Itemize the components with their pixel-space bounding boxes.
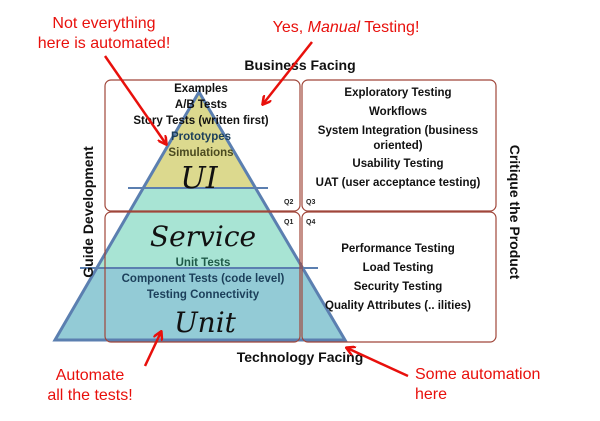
- q2-item: Prototypes: [171, 131, 231, 143]
- annotation-automate-line1: Automate: [56, 367, 125, 384]
- annotation-not-automated-line2: here is automated!: [38, 35, 171, 52]
- q2-item: Story Tests (written first): [133, 115, 268, 127]
- q3-label: Q3: [306, 199, 315, 206]
- pyramid-ui-label: UI: [180, 161, 218, 196]
- arrow-automate-all: [143, 332, 161, 367]
- axis-technology-facing: Technology Facing: [237, 349, 364, 365]
- annotation-automate-line2: all the tests!: [47, 387, 132, 404]
- q3-item: Exploratory Testing: [344, 87, 451, 99]
- quadrant-q3: [301, 79, 497, 212]
- q1-item: Testing Connectivity: [147, 289, 260, 301]
- annotation-manual-prefix: Yes,: [273, 19, 308, 36]
- q4-item: Quality Attributes (.. ilities): [325, 300, 471, 312]
- axis-business-facing: Business Facing: [244, 57, 355, 73]
- annotation-some-automation-line1: Some automation: [415, 366, 540, 383]
- pyramid-service-label: Service: [150, 220, 256, 253]
- annotation-not-automated-line1: Not everything: [52, 15, 155, 32]
- pyramid-unit-label: Unit: [174, 306, 237, 339]
- q4-item: Security Testing: [354, 281, 443, 293]
- arrow-not-automated: [103, 55, 166, 144]
- q1-item: Component Tests (code level): [122, 273, 285, 285]
- q3-item: Usability Testing: [352, 158, 443, 170]
- q2-item: Examples: [174, 83, 228, 95]
- quadrant-q4: [301, 211, 497, 343]
- q3-item: oriented): [373, 140, 422, 152]
- q3-item: UAT (user acceptance testing): [316, 177, 481, 189]
- annotation-some-automation-line2: here: [415, 386, 447, 403]
- pyramid-unit-layer: [55, 268, 345, 340]
- q1-label: Q1: [284, 219, 293, 226]
- q4-item: Performance Testing: [341, 243, 455, 255]
- annotation-manual-testing: Yes, Manual Testing!: [273, 19, 420, 36]
- arrow-some-automation: [347, 348, 409, 378]
- q1-item: Unit Tests: [176, 257, 231, 269]
- pyramid-outline: [52, 89, 348, 342]
- arrow-manual-testing: [263, 41, 313, 104]
- q4-item: Load Testing: [363, 262, 434, 274]
- axis-guide-development: Guide Development: [80, 146, 96, 278]
- q2-item: Simulations: [168, 147, 233, 159]
- annotation-manual-suffix: Testing!: [360, 19, 419, 36]
- q2-item: A/B Tests: [175, 99, 227, 111]
- annotation-manual-emphasis: Manual: [308, 19, 361, 36]
- q2-label: Q2: [284, 199, 293, 206]
- q4-label: Q4: [306, 219, 315, 226]
- quadrant-q1: [104, 211, 301, 343]
- axis-critique-product: Critique the Product: [507, 145, 523, 280]
- q3-item: System Integration (business: [318, 125, 478, 137]
- q3-item: Workflows: [369, 106, 427, 118]
- quadrant-q2: [104, 79, 301, 212]
